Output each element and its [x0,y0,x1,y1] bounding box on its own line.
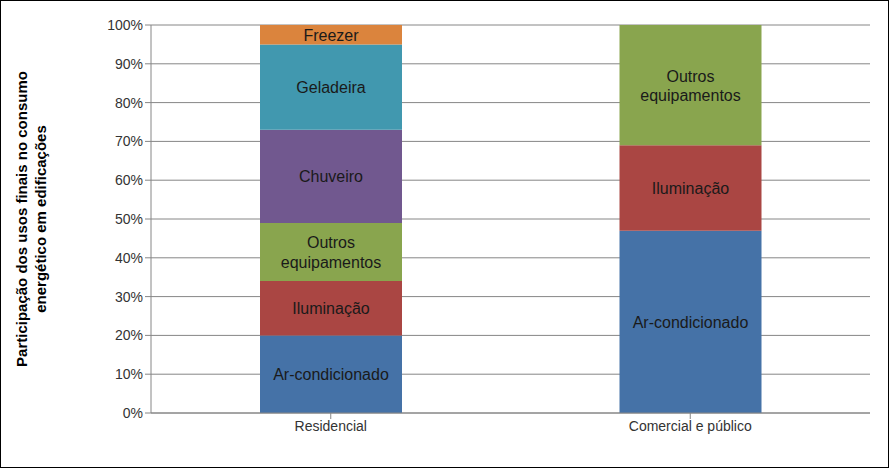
svg-text:10%: 10% [115,366,143,382]
svg-text:Comercial e público: Comercial e público [629,418,752,434]
svg-text:Ar-condicionado: Ar-condicionado [273,366,389,383]
svg-text:30%: 30% [115,289,143,305]
svg-text:Geladeira: Geladeira [296,79,365,96]
svg-text:Outrosequipamentos: Outrosequipamentos [281,234,382,270]
svg-text:Residencial: Residencial [295,418,367,434]
svg-text:Iluminação: Iluminação [652,179,729,196]
svg-text:40%: 40% [115,250,143,266]
svg-text:Iluminação: Iluminação [292,300,369,317]
svg-text:Outrosequipamentos: Outrosequipamentos [640,67,741,103]
svg-text:50%: 50% [115,211,143,227]
svg-text:100%: 100% [107,17,143,33]
svg-text:60%: 60% [115,172,143,188]
svg-text:0%: 0% [123,405,143,421]
svg-text:Participação dos usos finais n: Participação dos usos finais no consumoe… [13,71,49,367]
svg-text:Ar-condicionado: Ar-condicionado [633,313,749,330]
svg-text:70%: 70% [115,133,143,149]
svg-text:Freezer: Freezer [303,26,359,43]
svg-text:20%: 20% [115,327,143,343]
svg-text:80%: 80% [115,95,143,111]
svg-text:Chuveiro: Chuveiro [299,168,363,185]
svg-text:90%: 90% [115,56,143,72]
